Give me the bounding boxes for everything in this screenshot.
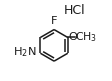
Text: HCl: HCl bbox=[63, 4, 84, 17]
Text: F: F bbox=[50, 16, 57, 26]
Text: $\mathregular{CH_3}$: $\mathregular{CH_3}$ bbox=[75, 31, 97, 44]
Text: $\mathregular{H_2N}$: $\mathregular{H_2N}$ bbox=[12, 46, 36, 59]
Text: O: O bbox=[68, 32, 76, 42]
